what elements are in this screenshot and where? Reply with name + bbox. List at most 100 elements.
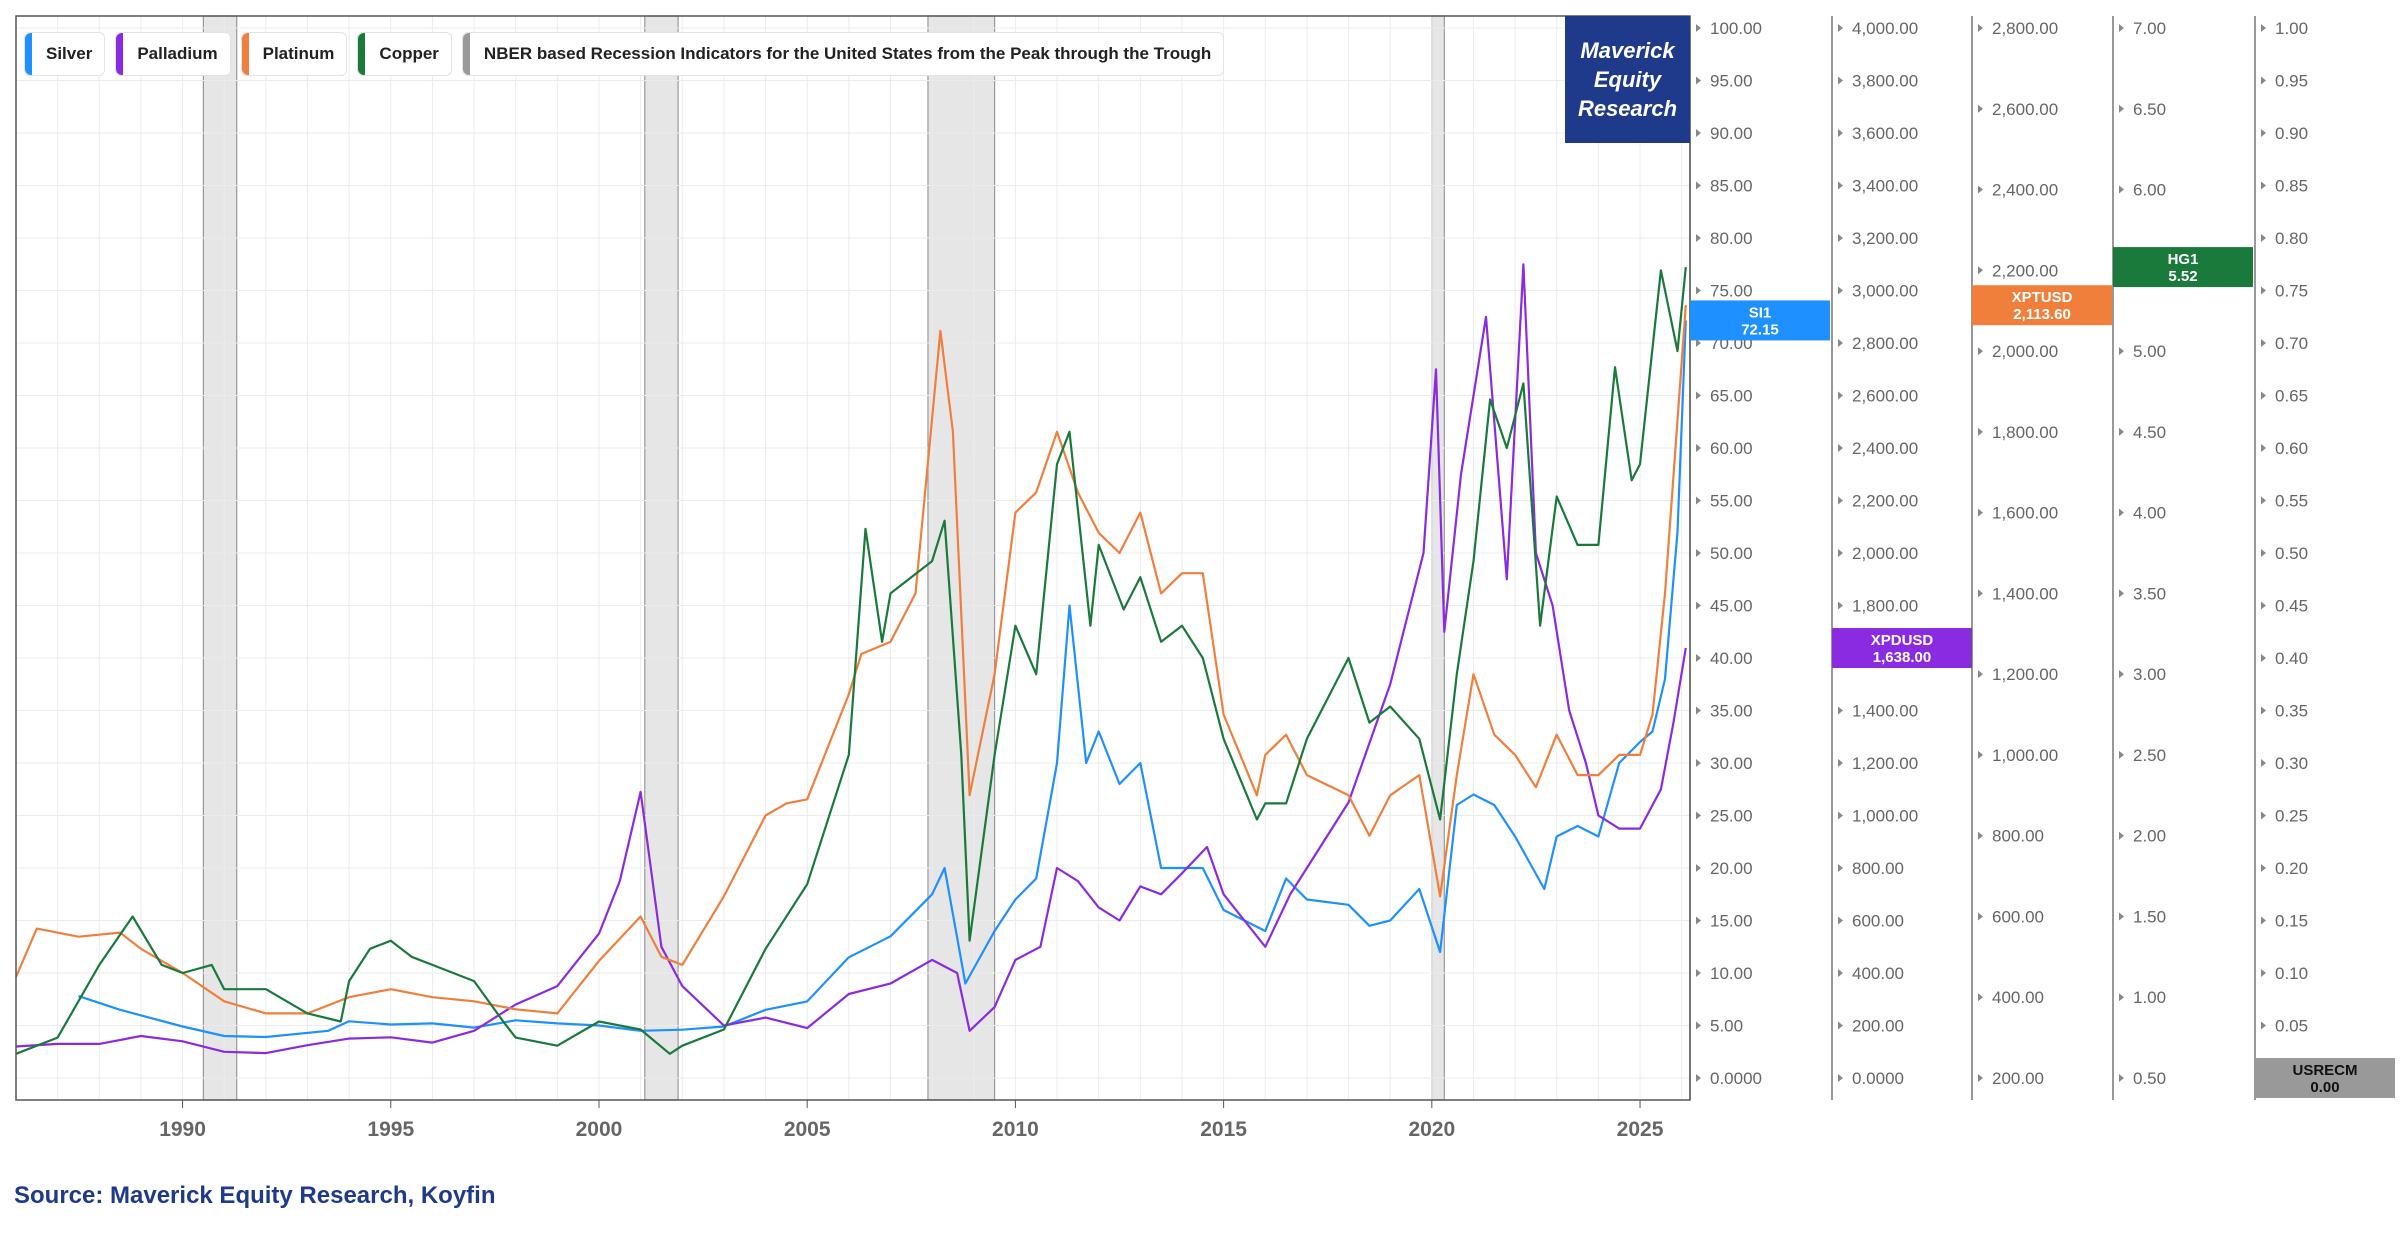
y-tick-arrow	[2261, 1021, 2266, 1030]
y-tick-arrow	[1978, 185, 1983, 194]
y-tick-label: 1,200.00	[1852, 754, 1918, 773]
last-value-value: 1,638.00	[1873, 649, 1931, 666]
y-tick-label: 15.00	[1710, 912, 1753, 931]
y-tick-arrow	[2119, 670, 2124, 679]
y-tick-label: 2,800.00	[1852, 334, 1918, 353]
legend-item-palladium[interactable]: Palladium	[115, 32, 231, 76]
y-tick-label: 3.50	[2133, 584, 2166, 603]
legend-label-recession: NBER based Recession Indicators for the …	[483, 44, 1212, 63]
y-tick-label: 1,000.00	[1992, 746, 2058, 765]
y-tick-label: 0.45	[2275, 597, 2308, 616]
legend-item-recession[interactable]: NBER based Recession Indicators for the …	[461, 32, 1225, 76]
y-tick-arrow	[2261, 129, 2266, 137]
y-tick-label: 0.90	[2275, 124, 2308, 143]
y-tick-arrow	[1838, 444, 1843, 452]
y-tick-arrow	[2261, 549, 2266, 557]
y-tick-label: 55.00	[1710, 492, 1753, 511]
y-tick-label: 3,200.00	[1852, 229, 1918, 248]
y-tick-arrow	[1838, 339, 1843, 347]
y-tick-arrow	[1838, 1021, 1843, 1030]
legend-item-platinum[interactable]: Platinum	[240, 32, 348, 76]
y-tick-label: 1,400.00	[1992, 584, 2058, 603]
y-tick-label: 2,800.00	[1992, 19, 2058, 38]
y-tick-label: 0.50	[2133, 1069, 2166, 1088]
y-tick-arrow	[2261, 969, 2266, 977]
y-tick-arrow	[2261, 444, 2266, 452]
y-tick-arrow	[1838, 76, 1843, 85]
y-tick-arrow	[1838, 496, 1843, 505]
y-tick-label: 100.00	[1710, 19, 1762, 38]
recession-band-0	[202, 15, 238, 1101]
y-tick-arrow	[2119, 347, 2124, 356]
legend-item-copper[interactable]: Copper	[357, 32, 452, 76]
y-tick-label: 0.25	[2275, 807, 2308, 826]
y-tick-label: 2,200.00	[1992, 261, 2058, 280]
series-line-palladium	[15, 263, 1687, 1055]
y-tick-arrow	[1838, 759, 1843, 767]
y-tick-arrow	[1978, 427, 1983, 436]
y-tick-label: 3.00	[2133, 665, 2166, 684]
brand-logo: Maverick Equity Research	[1565, 16, 1690, 143]
y-tick-arrow	[2119, 831, 2124, 840]
y-tick-label: 20.00	[1710, 859, 1753, 878]
brand-line-3: Research	[1577, 96, 1678, 121]
y-tick-label: 0.0000	[1710, 1069, 1762, 1088]
y-tick-label: 200.00	[1852, 1017, 1904, 1036]
y-tick-label: 0.95	[2275, 72, 2308, 91]
series-line-copper	[15, 266, 1687, 1055]
y-tick-arrow	[1978, 1074, 1983, 1082]
y-tick-arrow	[2119, 24, 2124, 32]
y-tick-arrow	[1838, 549, 1843, 557]
y-tick-label: 3,000.00	[1852, 282, 1918, 301]
source-caption: Source: Maverick Equity Research, Koyfin	[14, 1182, 496, 1209]
y-tick-arrow	[1838, 969, 1843, 977]
legend-item-silver[interactable]: Silver	[24, 32, 106, 76]
legend-swatch-copper	[358, 33, 366, 75]
y-tick-arrow	[1696, 339, 1701, 347]
x-axis: 1990 1995 2000 2005 2010 2015 2020 2025	[159, 1100, 1664, 1141]
y-tick-arrow	[2261, 601, 2266, 610]
y-tick-arrow	[1978, 750, 1983, 759]
recession-band-1	[644, 15, 679, 1101]
y-tick-label: 35.00	[1710, 702, 1753, 721]
y-tick-label: 0.05	[2275, 1017, 2308, 1036]
x-tick-label: 1990	[159, 1118, 206, 1141]
recession-band-2	[927, 15, 996, 1101]
y-tick-arrow	[1696, 549, 1701, 557]
y-tick-arrow	[1978, 266, 1983, 275]
y-tick-arrow	[2119, 912, 2124, 921]
last-value-value: 5.52	[2168, 268, 2197, 285]
last-value-ticker: SI1	[1749, 304, 1772, 321]
y-tick-label: 1.00	[2275, 19, 2308, 38]
last-value-badge-bg	[2113, 247, 2253, 288]
y-tick-arrow	[1838, 286, 1843, 295]
y-tick-label: 30.00	[1710, 754, 1753, 773]
y-tick-label: 85.00	[1710, 177, 1753, 196]
y-tick-arrow	[2119, 589, 2124, 598]
y-tick-label: 7.00	[2133, 19, 2166, 38]
y-tick-label: 95.00	[1710, 72, 1753, 91]
y-tick-label: 4.00	[2133, 504, 2166, 523]
y-tick-label: 0.80	[2275, 229, 2308, 248]
x-tick-label: 2000	[576, 1118, 623, 1141]
y-tick-arrow	[1696, 969, 1701, 977]
y-tick-arrow	[1696, 181, 1701, 190]
y-tick-label: 4.50	[2133, 423, 2166, 442]
y-tick-label: 75.00	[1710, 282, 1753, 301]
legend-label-platinum: Platinum	[262, 44, 335, 63]
y-tick-arrow	[1978, 24, 1983, 32]
y-tick-arrow	[1978, 347, 1983, 356]
y-tick-label: 600.00	[1852, 912, 1904, 931]
y-tick-label: 5.00	[2133, 342, 2166, 361]
x-tick-label: 1995	[367, 1118, 414, 1141]
y-tick-label: 0.35	[2275, 702, 2308, 721]
last-value-value: 72.15	[1741, 321, 1779, 338]
y-tick-arrow	[2119, 427, 2124, 436]
y-tick-label: 6.50	[2133, 100, 2166, 119]
y-tick-label: 4,000.00	[1852, 19, 1918, 38]
y-tick-label: 0.15	[2275, 912, 2308, 931]
y-tick-arrow	[1696, 234, 1701, 242]
chart-series	[14, 263, 1687, 1055]
